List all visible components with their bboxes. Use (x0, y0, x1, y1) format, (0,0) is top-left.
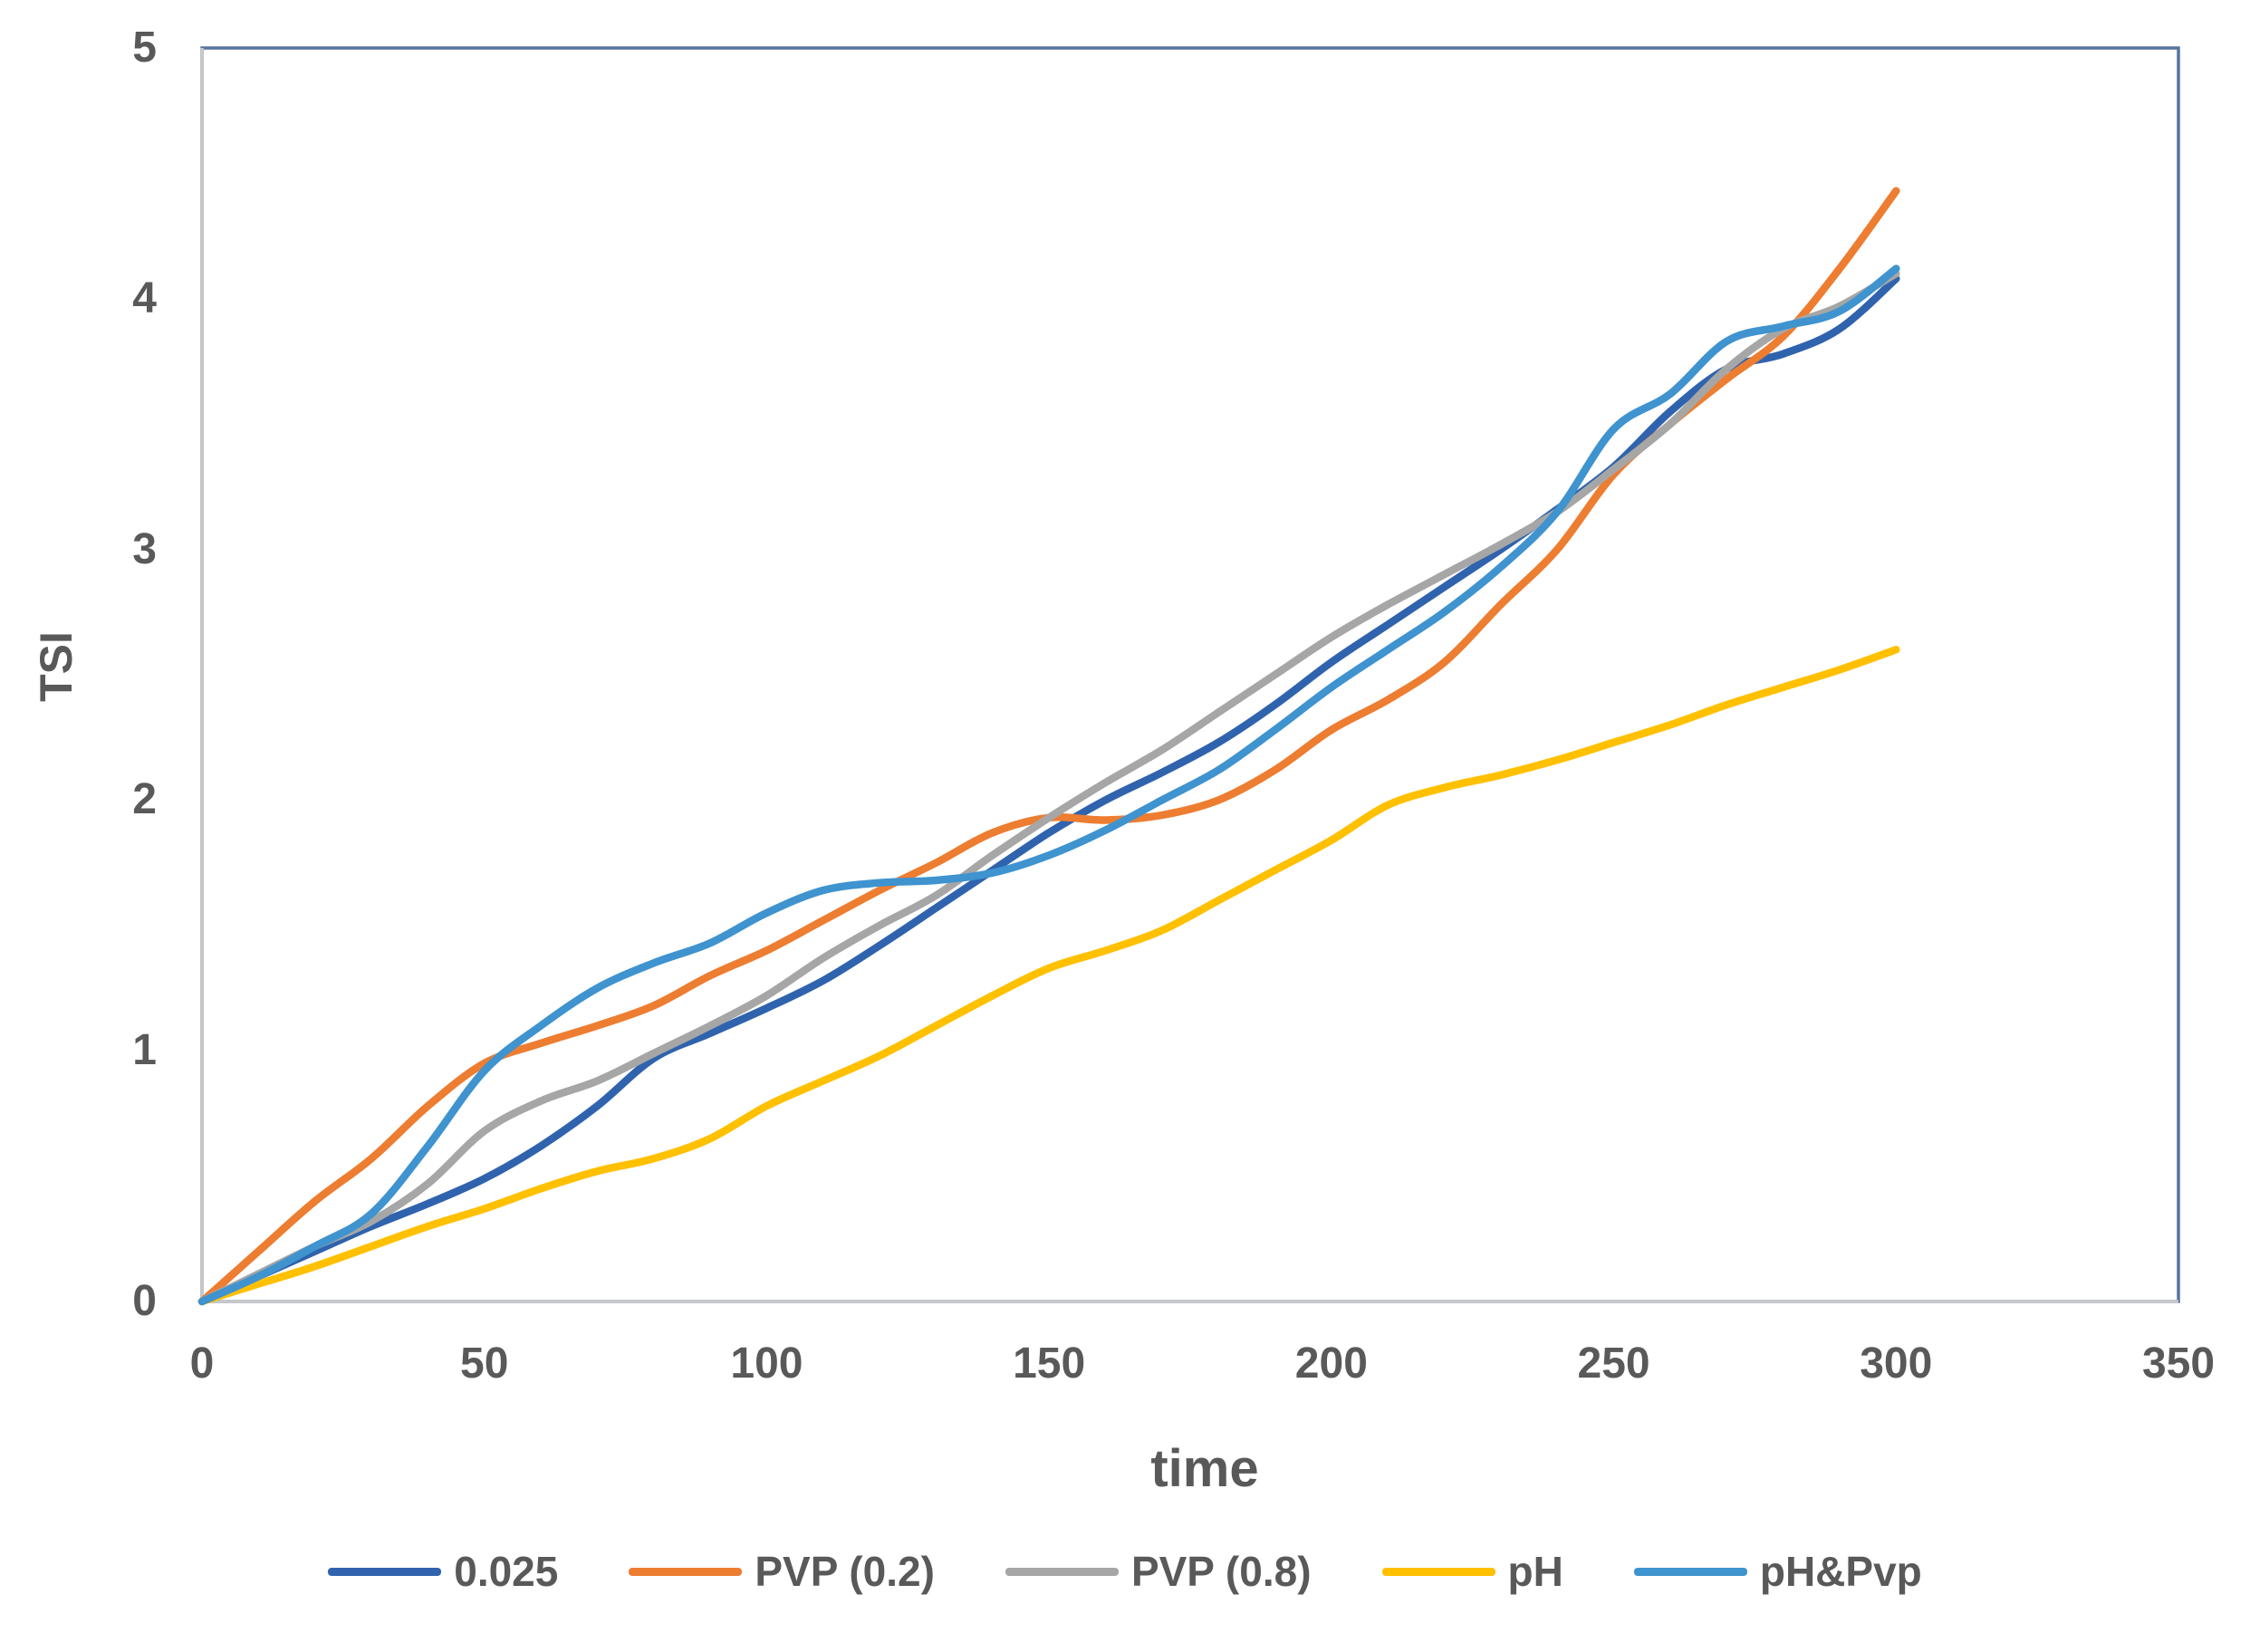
legend-item-pvp-0-2: PVP (0.2) (629, 1551, 935, 1592)
series-line-3 (197, 646, 1900, 1306)
series-line-0 (197, 274, 1900, 1306)
legend-item-ph: pH (1381, 1548, 1563, 1595)
chart-legend: 0.025 PVP (0.2) PVP (0.8) pH pH&Pvp (0, 1551, 2250, 1592)
legend-swatch-ph-pvp (1633, 1567, 1747, 1576)
y-tick-label: 0 (132, 1277, 157, 1325)
series-line-4 (197, 264, 1900, 1306)
x-tick-label: 150 (1013, 1340, 1086, 1388)
x-tick-label: 50 (460, 1340, 509, 1388)
x-tick-label: 350 (2141, 1340, 2216, 1388)
series-line-2 (197, 269, 1900, 1306)
legend-label: PVP (0.2) (755, 1548, 935, 1595)
legend-item-pvp-0-8: PVP (0.8) (1005, 1551, 1312, 1592)
legend-swatch-0-025 (328, 1567, 442, 1576)
y-tick-label: 5 (132, 24, 157, 72)
y-tick-label: 3 (132, 524, 157, 573)
y-tick-label: 1 (132, 1026, 157, 1075)
x-tick-label: 250 (1577, 1340, 1650, 1388)
y-tick-label: 2 (132, 775, 157, 824)
plot-border (200, 46, 2180, 1303)
series-line-1 (197, 187, 1900, 1306)
legend-label: 0.025 (454, 1548, 559, 1595)
legend-label: PVP (0.8) (1130, 1548, 1312, 1595)
x-tick-label: 300 (1860, 1340, 1933, 1388)
legend-swatch-ph (1381, 1567, 1495, 1576)
legend-label: pH&Pvp (1759, 1548, 1922, 1595)
legend-swatch-pvp-0-8 (1005, 1567, 1119, 1576)
x-tick-label: 100 (730, 1340, 803, 1388)
legend-swatch-pvp-0-2 (629, 1567, 743, 1576)
y-axis-title: TSI (31, 631, 82, 702)
x-axis-title: time (1150, 1439, 1259, 1498)
legend-item-ph-pvp: pH&Pvp (1633, 1548, 1922, 1595)
y-tick-label: 4 (132, 274, 157, 322)
x-tick-label: 0 (189, 1340, 215, 1388)
x-tick-label: 200 (1294, 1340, 1368, 1388)
legend-item-0-025: 0.025 (328, 1551, 558, 1592)
legend-label: pH (1507, 1548, 1563, 1595)
